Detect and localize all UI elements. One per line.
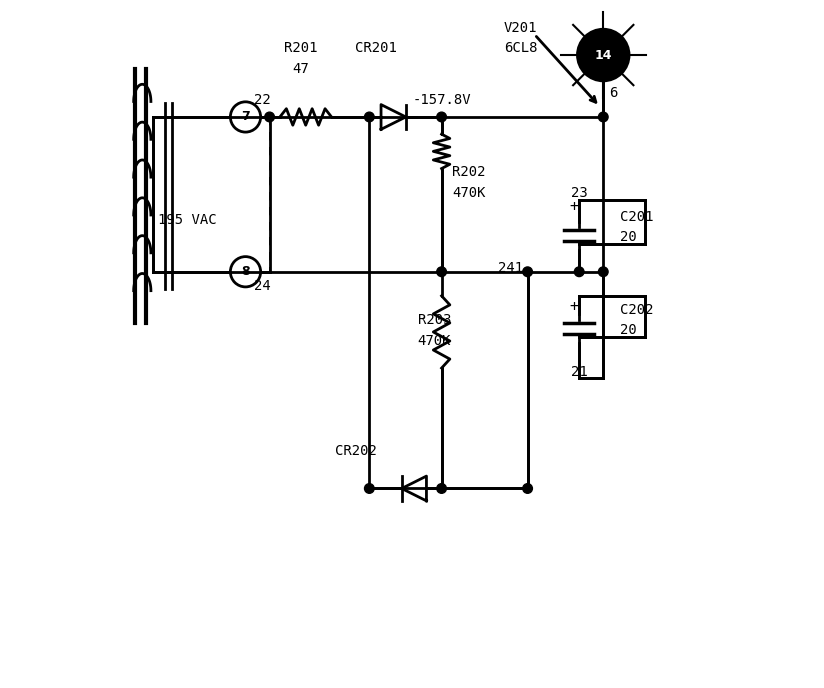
Text: 6CL8: 6CL8	[504, 41, 537, 55]
Text: V201: V201	[504, 21, 537, 34]
Text: 470K: 470K	[418, 334, 451, 347]
Text: 47: 47	[293, 62, 309, 76]
Circle shape	[522, 267, 532, 277]
Circle shape	[437, 484, 447, 493]
Circle shape	[364, 112, 374, 122]
Text: 24: 24	[255, 279, 271, 292]
Text: C201: C201	[620, 210, 654, 224]
Text: 23: 23	[571, 186, 588, 200]
Text: R201: R201	[283, 41, 317, 55]
Circle shape	[577, 29, 630, 81]
Circle shape	[364, 484, 374, 493]
Circle shape	[574, 267, 584, 277]
Text: 470K: 470K	[452, 186, 485, 200]
Circle shape	[598, 112, 608, 122]
Text: CR201: CR201	[355, 41, 397, 55]
Text: 20: 20	[620, 323, 637, 337]
Text: C202: C202	[620, 303, 654, 316]
Text: 195 VAC: 195 VAC	[157, 213, 217, 227]
Text: 20: 20	[620, 230, 637, 244]
Text: 14: 14	[594, 49, 612, 61]
Text: 6: 6	[610, 86, 618, 100]
Circle shape	[437, 267, 447, 277]
Text: 241: 241	[498, 261, 523, 275]
Text: CR202: CR202	[335, 444, 377, 458]
Text: +: +	[570, 299, 579, 314]
Text: R202: R202	[452, 165, 485, 179]
Text: 21: 21	[571, 365, 588, 378]
Circle shape	[598, 267, 608, 277]
Text: 7: 7	[241, 111, 250, 123]
Circle shape	[437, 112, 447, 122]
Circle shape	[265, 112, 274, 122]
Text: +: +	[570, 199, 579, 214]
Text: R203: R203	[418, 313, 451, 327]
Text: 8: 8	[241, 266, 250, 278]
Circle shape	[522, 484, 532, 493]
Text: -157.8V: -157.8V	[412, 93, 471, 107]
Text: 22: 22	[255, 93, 271, 107]
